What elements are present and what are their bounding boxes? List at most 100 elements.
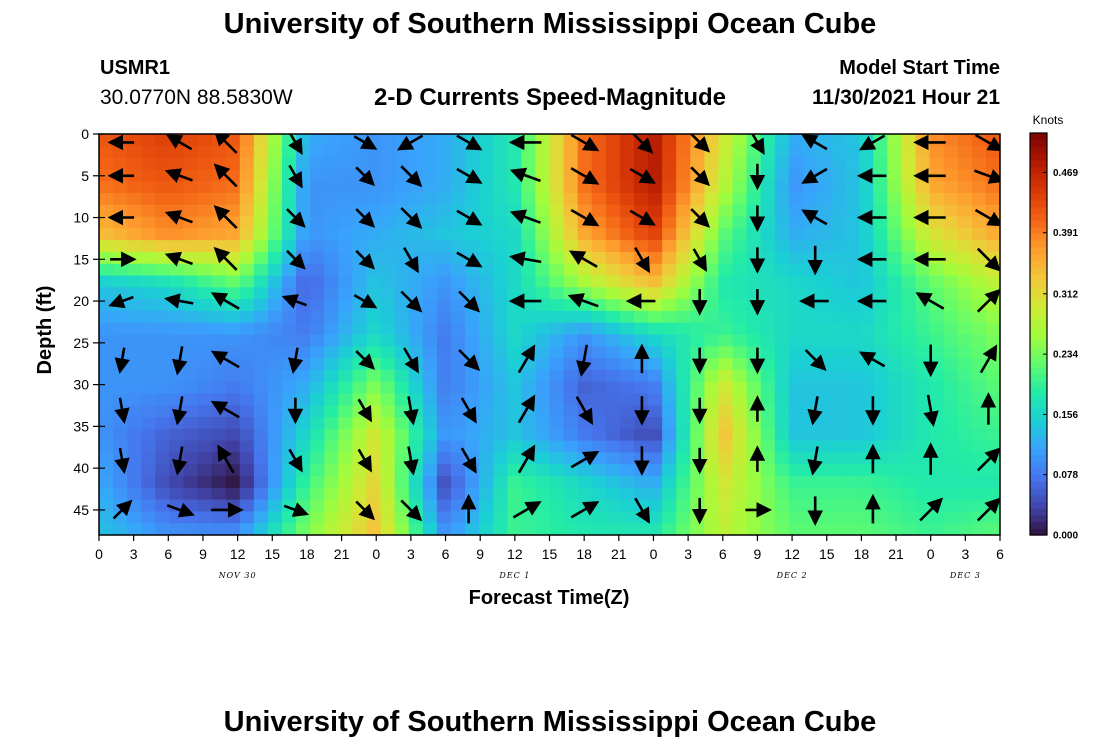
current-vector-arrow [976,447,1000,472]
heatmap-cell [816,405,832,418]
heatmap-cell [802,369,818,383]
heatmap-cell [310,369,325,383]
heatmap-cell [831,440,846,454]
heatmap-cell [760,369,776,383]
heatmap-cell [859,157,874,170]
heatmap-cell [605,216,621,229]
heatmap-cell [943,145,959,159]
colorbar-segment [1030,313,1047,322]
heatmap-cell [662,310,677,324]
heatmap-cell [436,369,452,383]
heatmap-cell [183,275,199,288]
heatmap-cell [394,405,410,418]
heatmap-cell [352,181,368,194]
heatmap-cell [141,192,156,206]
heatmap-cell [183,381,199,395]
heatmap-cell [521,511,537,524]
heatmap-cell [943,499,959,513]
heatmap-cell [225,393,241,406]
heatmap-cell [99,452,114,465]
heatmap-cell [774,499,790,513]
heatmap-cell [253,263,269,277]
heatmap-cell [310,145,325,159]
current-vector-arrow [400,499,423,522]
heatmap-cell [338,499,354,513]
heatmap-cell [436,405,452,418]
heatmap-cell [422,275,438,288]
heatmap-cell [845,369,860,383]
heatmap-cell [845,204,860,218]
heatmap-cell [422,145,438,159]
heatmap-cell [732,134,748,147]
colorbar-segment [1030,354,1047,362]
heatmap-cell [577,263,593,277]
heatmap-cell [887,452,903,465]
heatmap-cell [310,511,325,524]
heatmap-cell [746,346,762,359]
heatmap-cell [267,499,283,513]
heatmap-cell [690,523,705,535]
heatmap-cell [479,299,494,312]
heatmap-cell [563,169,579,182]
heatmap-cell [225,145,241,159]
heatmap-cell [943,464,959,477]
heatmap-cell [831,499,846,513]
heatmap-cell [760,310,776,324]
heatmap-cell [859,381,874,395]
heatmap-cell [732,523,748,535]
heatmap-cell [957,216,973,229]
heatmap-cell [352,523,368,535]
heatmap-cell [831,511,846,524]
heatmap-cell [422,487,438,501]
heatmap-cell [816,204,832,218]
heatmap-cell [648,428,663,442]
heatmap-cell [521,381,537,395]
heatmap-cell [380,322,396,336]
heatmap-cell [760,157,776,170]
heatmap-cell [113,287,128,300]
heatmap-cell [338,240,354,253]
heatmap-cell [662,452,677,465]
heatmap-cell [816,134,832,147]
heatmap-cell [718,322,734,336]
current-vector-arrow [570,450,600,469]
heatmap-cell [183,464,199,477]
current-vector-arrow [458,290,481,313]
heatmap-cell [690,417,705,430]
heatmap-cell [690,322,705,336]
heatmap-cell [648,310,663,324]
heatmap-cell [239,440,255,454]
heatmap-cell [352,464,368,477]
current-vector-arrow [976,247,1000,272]
current-vector-arrow [460,397,477,424]
heatmap-cell [394,487,410,501]
heatmap-cell [253,204,269,218]
heatmap-cell [563,499,579,513]
heatmap-cell [225,228,241,241]
heatmap-cell [943,487,959,501]
heatmap-cell [760,393,776,406]
heatmap-cell [338,358,354,371]
heatmap-cell [507,417,522,430]
heatmap-cell [676,204,691,218]
heatmap-cell [915,181,931,194]
heatmap-cell [774,452,790,465]
heatmap-cell [493,322,508,336]
heatmap-cell [197,346,213,359]
heatmap-cell [253,334,269,347]
heatmap-cell [746,464,762,477]
heatmap-cell [901,440,917,454]
heatmap-cell [577,275,593,288]
heatmap-cell [971,346,987,359]
current-vector-arrow [165,134,193,151]
heatmap-cell [887,310,903,324]
heatmap-cell [296,157,311,170]
heatmap-cell [183,263,199,277]
heatmap-cell [479,181,494,194]
heatmap-cell [507,428,522,442]
heatmap-cell [267,393,283,406]
heatmap-cell [155,240,170,253]
heatmap-cell [296,134,311,147]
heatmap-cell [225,310,241,324]
heatmap-cell [591,334,607,347]
